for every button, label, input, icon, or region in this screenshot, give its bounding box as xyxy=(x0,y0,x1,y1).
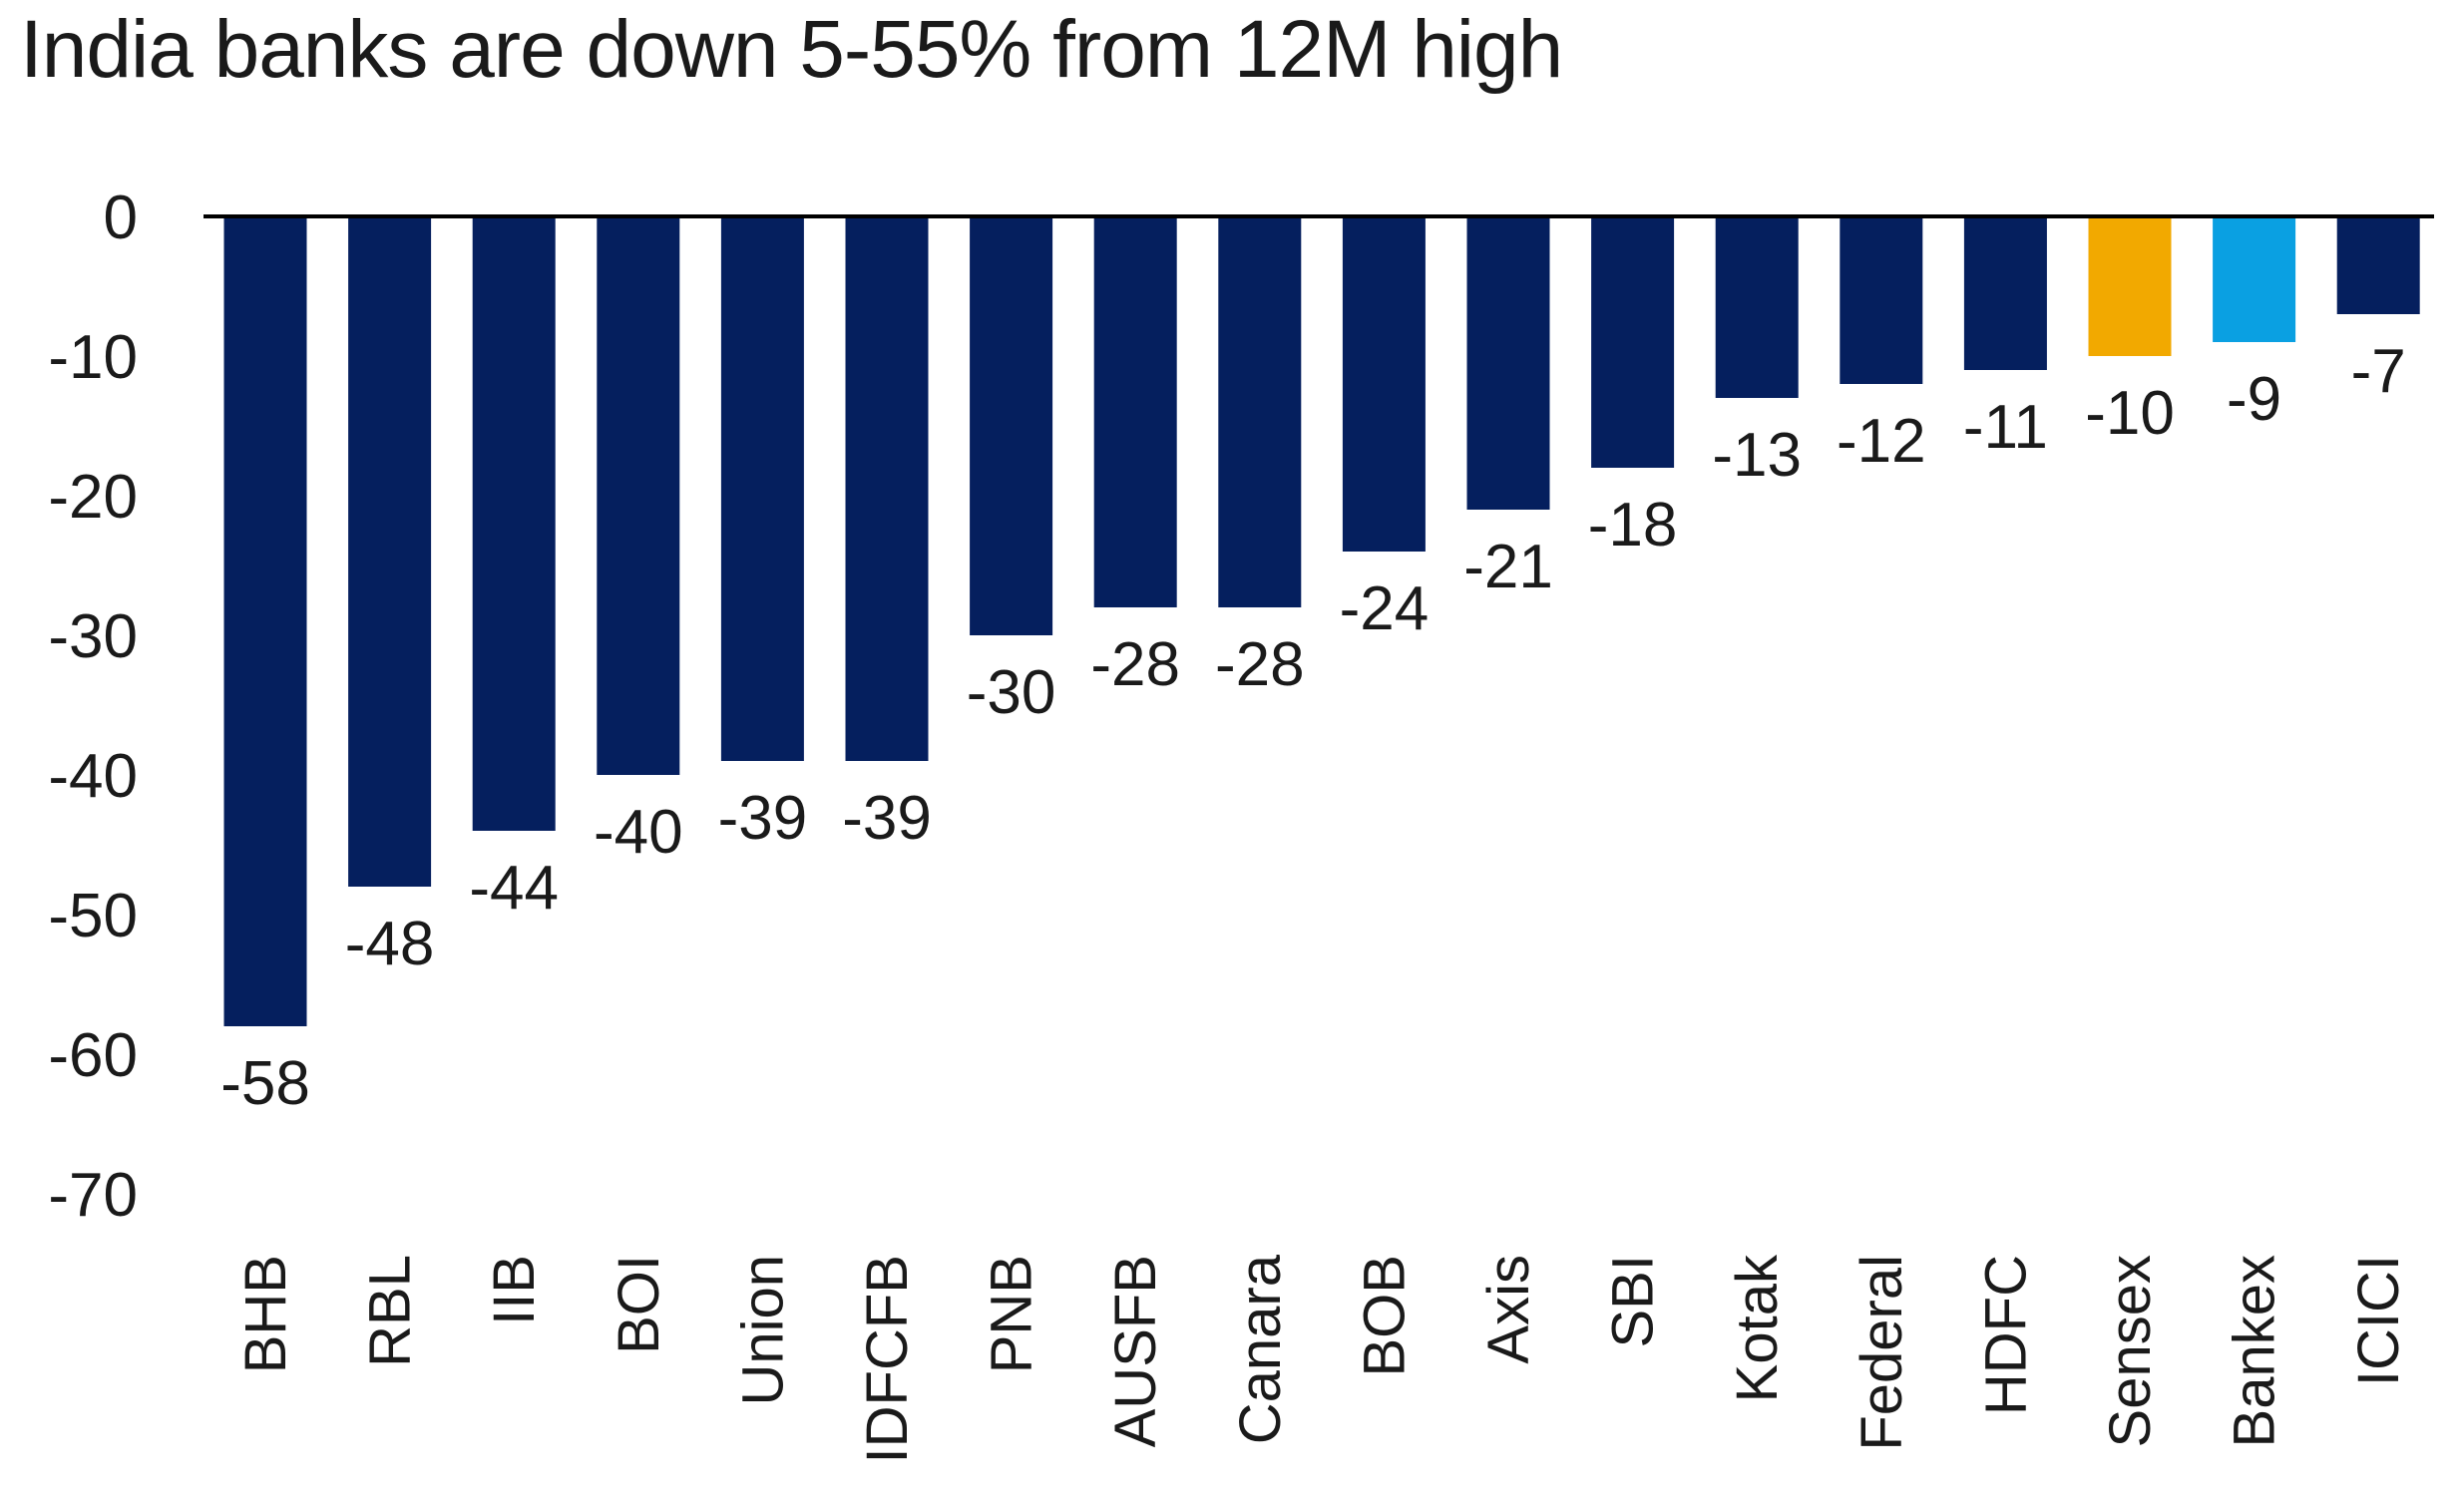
data-label-bob: -24 xyxy=(1340,574,1430,643)
x-tick-label-bhb: BHB xyxy=(233,1255,298,1373)
data-label-pnb: -30 xyxy=(967,658,1056,727)
bar-ausfb xyxy=(1093,216,1177,607)
y-tick-label: -30 xyxy=(48,602,138,671)
data-label-rbl: -48 xyxy=(345,910,435,978)
bar-rbl xyxy=(348,216,432,887)
x-tick-label-iib: IIB xyxy=(482,1255,547,1325)
x-tick-label-kotak: Kotak xyxy=(1725,1254,1790,1402)
data-label-idfcfb: -39 xyxy=(842,784,932,853)
x-tick-label-idfcfb: IDFCFB xyxy=(855,1255,920,1463)
data-label-bhb: -58 xyxy=(220,1049,310,1118)
data-label-federal: -12 xyxy=(1837,407,1926,476)
bar-bankex xyxy=(2213,216,2296,342)
y-tick-label: 0 xyxy=(104,184,138,252)
bar-idfcfb xyxy=(845,216,929,761)
x-tick-label-bankex: Bankex xyxy=(2223,1255,2287,1447)
data-label-axis: -21 xyxy=(1463,533,1553,601)
bar-axis xyxy=(1466,216,1550,510)
data-label-ausfb: -28 xyxy=(1090,630,1180,699)
y-tick-label: -70 xyxy=(48,1161,138,1230)
bar-union xyxy=(720,216,804,761)
x-tick-label-bob: BOB xyxy=(1352,1255,1417,1377)
bar-canara xyxy=(1218,216,1302,607)
x-tick-label-boi: BOI xyxy=(607,1255,671,1354)
y-tick-label: -40 xyxy=(48,742,138,811)
bar-sensex xyxy=(2088,216,2172,356)
data-label-canara: -28 xyxy=(1215,630,1305,699)
data-label-union: -39 xyxy=(718,784,808,853)
bar-iib xyxy=(472,216,556,831)
x-tick-label-union: Union xyxy=(730,1255,795,1406)
bar-bhb xyxy=(223,216,307,1026)
bars xyxy=(223,216,2420,1026)
data-label-hdfc: -11 xyxy=(1963,393,2048,462)
data-label-iib: -44 xyxy=(469,854,559,923)
x-tick-label-rbl: RBL xyxy=(358,1255,423,1367)
x-tick-label-sensex: Sensex xyxy=(2098,1255,2163,1447)
x-tick-label-axis: Axis xyxy=(1476,1255,1541,1364)
bar-boi xyxy=(597,216,680,775)
x-tick-label-federal: Federal xyxy=(1849,1255,1914,1451)
x-tick-label-ausfb: AUSFB xyxy=(1103,1255,1168,1447)
bar-icici xyxy=(2336,216,2420,314)
x-tick-label-canara: Canara xyxy=(1228,1254,1293,1444)
bar-kotak xyxy=(1715,216,1799,398)
data-label-boi: -40 xyxy=(594,798,683,867)
bar-pnb xyxy=(970,216,1053,635)
y-tick-label: -10 xyxy=(48,323,138,392)
bar-bob xyxy=(1342,216,1426,552)
data-label-sensex: -10 xyxy=(2085,379,2175,448)
x-tick-label-hdfc: HDFC xyxy=(1973,1255,2038,1415)
x-tick-label-icici: ICICI xyxy=(2346,1255,2411,1386)
y-tick-label: -60 xyxy=(48,1021,138,1090)
data-label-bankex: -9 xyxy=(2227,365,2281,434)
bar-sbi xyxy=(1591,216,1675,468)
chart-title: India banks are down 5-55% from 12M high xyxy=(20,4,1563,95)
y-axis: 0 -10 -20 -30 -40 -50 -60 -70 xyxy=(48,184,138,1230)
data-label-sbi: -18 xyxy=(1588,491,1678,560)
x-tick-label-pnb: PNB xyxy=(980,1255,1044,1373)
x-tick-label-sbi: SBI xyxy=(1601,1255,1666,1348)
x-axis: BHB RBL IIB BOI Union IDFCFB PNB AUSFB Canara BOB… xyxy=(233,1254,2411,1463)
bar-hdfc xyxy=(1963,216,2047,370)
data-label-kotak: -13 xyxy=(1712,421,1802,490)
y-tick-label: -20 xyxy=(48,463,138,532)
bar-federal xyxy=(1840,216,1923,384)
y-tick-label: -50 xyxy=(48,882,138,950)
data-labels: -58-48-44-40 -39 -39-30 -28 -28-24-21-18-13-… xyxy=(220,337,2406,1118)
data-label-icici: -7 xyxy=(2351,337,2406,406)
